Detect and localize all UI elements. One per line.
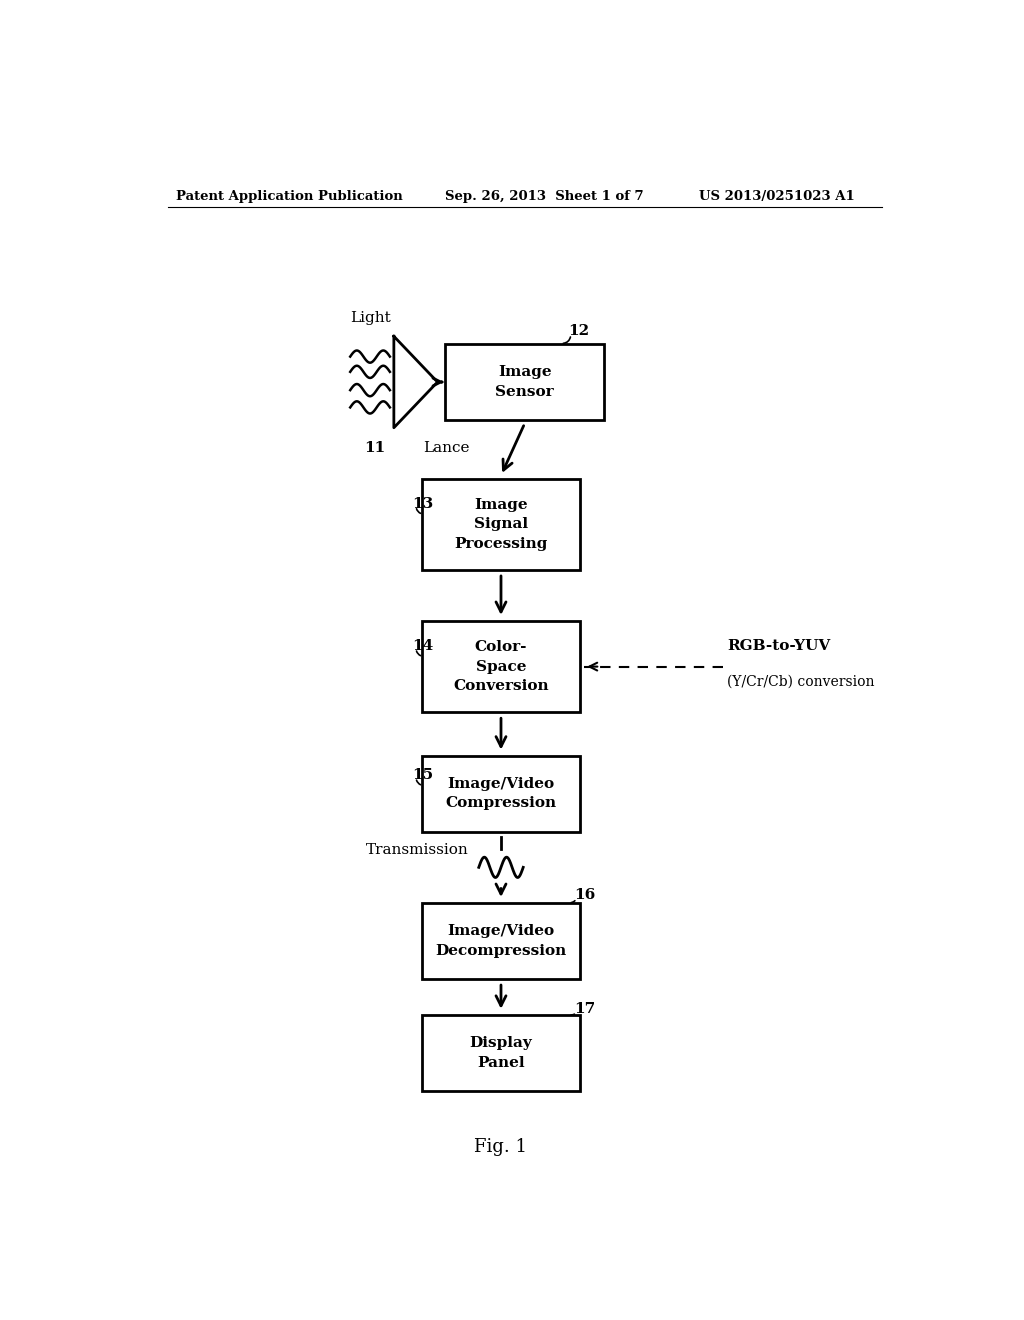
Text: Lance: Lance <box>424 441 470 455</box>
Text: 12: 12 <box>568 325 590 338</box>
Bar <box>422 755 581 832</box>
Text: (Y/Cr/Cb) conversion: (Y/Cr/Cb) conversion <box>727 675 874 689</box>
Text: 11: 11 <box>365 441 386 455</box>
Text: 15: 15 <box>412 768 433 783</box>
Text: 16: 16 <box>574 888 595 903</box>
Text: RGB-to-YUV: RGB-to-YUV <box>727 639 830 653</box>
Text: 13: 13 <box>412 496 433 511</box>
Bar <box>445 345 604 420</box>
Text: Fig. 1: Fig. 1 <box>474 1138 527 1156</box>
Text: Display
Panel: Display Panel <box>470 1036 532 1069</box>
Text: Transmission: Transmission <box>367 843 469 857</box>
Bar <box>422 1015 581 1090</box>
Text: Image/Video
Decompression: Image/Video Decompression <box>435 924 566 958</box>
Text: Image/Video
Compression: Image/Video Compression <box>445 777 557 810</box>
Text: Sep. 26, 2013  Sheet 1 of 7: Sep. 26, 2013 Sheet 1 of 7 <box>445 190 644 202</box>
Text: Light: Light <box>349 312 390 325</box>
Bar <box>422 479 581 570</box>
Text: 17: 17 <box>574 1002 595 1016</box>
Text: Image
Signal
Processing: Image Signal Processing <box>455 498 548 550</box>
Text: 14: 14 <box>412 639 433 653</box>
Bar <box>422 620 581 713</box>
Text: Patent Application Publication: Patent Application Publication <box>176 190 402 202</box>
Text: US 2013/0251023 A1: US 2013/0251023 A1 <box>699 190 855 202</box>
Text: Color-
Space
Conversion: Color- Space Conversion <box>454 640 549 693</box>
Text: Image
Sensor: Image Sensor <box>496 366 554 399</box>
Bar <box>422 903 581 979</box>
Polygon shape <box>394 337 437 428</box>
